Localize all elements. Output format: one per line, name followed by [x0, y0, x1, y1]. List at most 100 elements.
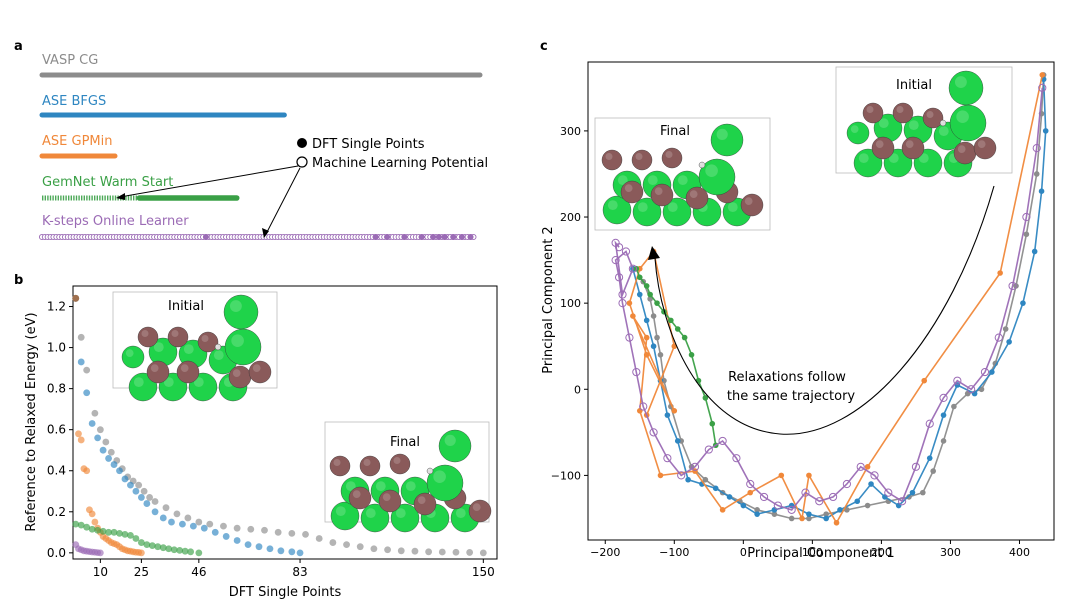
atom-highlight — [153, 342, 164, 352]
trajectory-point-1-31 — [643, 317, 650, 324]
method-dft-point — [384, 234, 391, 240]
trajectory-point-1-22 — [740, 502, 747, 509]
atom — [438, 429, 472, 463]
point-b-0-4 — [96, 426, 104, 434]
atom-highlight — [252, 364, 261, 372]
b-ytick-label: 0.2 — [47, 505, 66, 519]
point-b-3-12 — [137, 539, 145, 546]
trajectory-point-3-6 — [674, 326, 681, 332]
atom — [698, 161, 706, 169]
trajectory-point-1-26 — [685, 476, 691, 483]
atom — [348, 486, 372, 510]
point-b-1-22 — [233, 537, 241, 544]
trajectory-point-0-15 — [864, 502, 871, 509]
trajectory-point-1-12 — [895, 502, 902, 509]
atom — [710, 123, 744, 157]
c-ytick-label: 0 — [574, 383, 581, 396]
trajectory-point-2-13 — [643, 334, 650, 341]
trajectory-point-2-4 — [833, 519, 840, 526]
point-b-start — [72, 294, 80, 302]
ml-arrow-kstep-head — [262, 228, 269, 238]
point-b-0-15 — [162, 504, 170, 512]
point-b-0-37 — [452, 548, 460, 556]
point-b-3-20 — [181, 547, 189, 555]
point-b-0-26 — [302, 530, 309, 538]
point-b-1-8 — [116, 467, 123, 475]
method-dft-point — [467, 234, 474, 240]
trajectory-point-2-12 — [636, 408, 643, 414]
atom-highlight — [171, 330, 179, 337]
trajectory-point-1-32 — [636, 291, 643, 298]
trajectory-point-4-21 — [759, 492, 769, 502]
trajectory-annotation-line2: the same trajectory — [727, 389, 856, 404]
atom — [223, 294, 259, 330]
point-b-2-7 — [91, 518, 99, 526]
method-dft-point — [450, 234, 457, 240]
point-b-1-6 — [105, 455, 112, 462]
trajectory-point-4-12 — [884, 488, 893, 497]
trajectory-point-3-7 — [668, 317, 674, 324]
trajectory-point-2-0 — [1039, 72, 1046, 78]
trajectory-point-4-33 — [618, 299, 627, 308]
atom — [158, 372, 188, 402]
point-b-0-34 — [411, 547, 419, 555]
atom — [846, 121, 870, 145]
point-b-2-1 — [75, 430, 82, 438]
point-b-3-13 — [143, 541, 151, 549]
trajectory-point-4-26 — [690, 462, 700, 471]
method-dft-point — [441, 234, 448, 240]
trajectory-point-4-14 — [856, 462, 865, 471]
panel-b-letter: b — [14, 273, 23, 288]
atom-highlight — [216, 344, 219, 347]
point-b-1-5 — [99, 446, 107, 454]
trajectory-point-0-18 — [806, 515, 812, 522]
panel-b-axes — [72, 285, 498, 560]
atom-highlight — [617, 175, 628, 185]
atom-highlight — [647, 175, 658, 185]
point-b-0-39 — [479, 549, 487, 557]
trajectory-point-3-12 — [636, 274, 643, 281]
point-b-1-12 — [137, 494, 145, 501]
trajectory-point-3-2 — [702, 395, 709, 401]
trajectory-point-4-38 — [618, 290, 627, 299]
trajectory-point-1-10 — [926, 455, 933, 461]
trajectory-point-4-16 — [828, 492, 838, 502]
point-b-3-16 — [159, 544, 167, 552]
atom-highlight — [878, 118, 889, 128]
atom-highlight — [918, 153, 929, 163]
point-b-1-11 — [132, 487, 140, 495]
b-xtick-label: 150 — [472, 565, 495, 579]
panel-c-axes — [587, 61, 1055, 541]
atom-highlight — [689, 190, 698, 198]
trajectory-point-1-14 — [868, 481, 874, 487]
atom-highlight — [866, 106, 874, 113]
trajectory-point-0-12 — [920, 489, 926, 496]
method-dft-point — [430, 234, 437, 240]
point-b-0-12 — [140, 487, 148, 495]
trajectory-point-4-5 — [980, 367, 990, 377]
trajectory-point-1-13 — [882, 494, 888, 500]
atom-highlight — [850, 125, 859, 133]
trajectory-point-4-24 — [718, 436, 727, 446]
point-b-0-16 — [173, 510, 181, 518]
atom-highlight — [727, 202, 738, 212]
trajectory-point-4-17 — [815, 497, 824, 506]
method-dft-point — [372, 234, 379, 240]
trajectory-point-0-20 — [771, 511, 778, 517]
trajectory-line-4 — [614, 87, 1044, 511]
trajectory-point-4-20 — [773, 501, 782, 510]
trajectory-point-0-3 — [1023, 231, 1030, 238]
point-b-1-28 — [296, 549, 304, 557]
method-dft-point — [202, 234, 209, 240]
trajectory-point-0-9 — [951, 403, 957, 410]
trajectory-point-3-4 — [688, 352, 695, 358]
point-b-1-26 — [277, 547, 285, 555]
trajectory-point-4-29 — [649, 428, 658, 437]
atom-highlight — [957, 145, 966, 153]
trajectory-point-3-11 — [643, 283, 650, 289]
trajectory-point-1-15 — [854, 498, 861, 505]
point-b-0-17 — [184, 514, 192, 522]
trajectory-point-1-4 — [1020, 300, 1026, 306]
atom — [901, 136, 925, 160]
